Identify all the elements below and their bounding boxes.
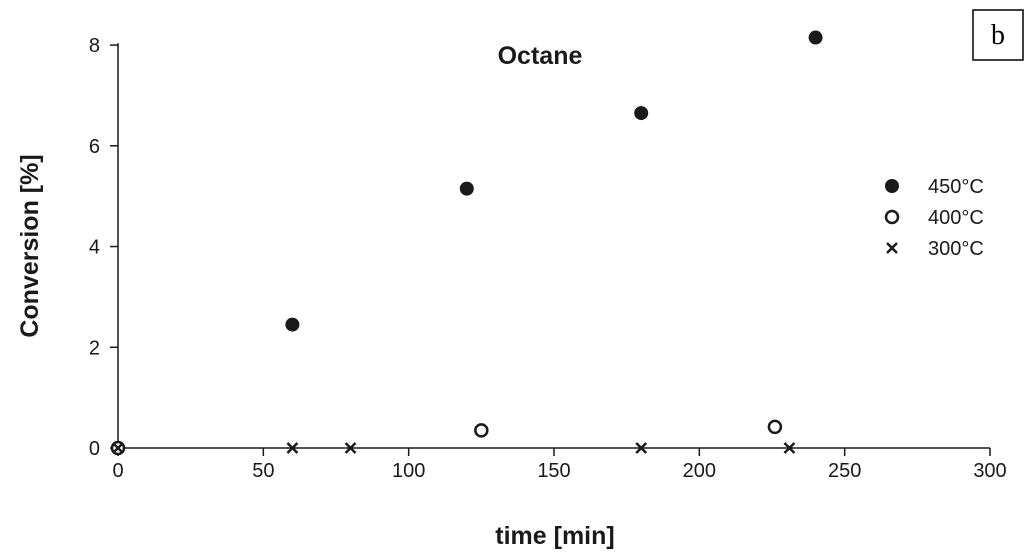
data-point — [285, 317, 300, 332]
y-tick-label: 2 — [89, 337, 100, 359]
panel-label: b — [991, 20, 1005, 51]
x-tick-label: 0 — [112, 460, 123, 482]
data-marks — [110, 30, 823, 456]
legend-label: 450°C — [928, 176, 984, 198]
legend-label: 400°C — [928, 207, 984, 229]
legend-label: 300°C — [928, 238, 984, 260]
data-point — [767, 419, 783, 435]
x-tick-label: 300 — [973, 460, 1006, 482]
data-point — [459, 181, 474, 196]
data-point — [635, 442, 648, 454]
data-point — [808, 30, 823, 45]
y-tick-label: 8 — [89, 35, 100, 57]
data-point — [112, 442, 124, 454]
x-tick-label: 200 — [683, 460, 716, 482]
panel-label-box: b — [972, 9, 1024, 61]
data-point — [286, 442, 299, 454]
legend-marker — [884, 209, 900, 225]
ticks: 0 50 100 150 200 250 300 0 2 4 6 8 — [89, 35, 1007, 482]
axes — [117, 43, 990, 449]
legend-marker — [885, 179, 899, 193]
x-axis-label: time [min] — [495, 522, 614, 550]
data-point — [344, 442, 357, 454]
y-tick-label: 4 — [89, 237, 100, 259]
legend-marker — [886, 242, 898, 254]
legend: 450°C 400°C 300°C — [884, 176, 984, 260]
data-point — [474, 423, 489, 438]
y-tick-label: 6 — [89, 136, 100, 158]
data-point — [634, 106, 649, 121]
data-point — [783, 442, 796, 454]
x-tick-label: 50 — [252, 460, 274, 482]
x-tick-label: 100 — [392, 460, 425, 482]
x-tick-label: 150 — [537, 460, 570, 482]
y-tick-label: 0 — [89, 438, 100, 460]
y-axis-label: Conversion [%] — [16, 154, 44, 337]
chart-title: Octane — [498, 42, 583, 70]
x-tick-label: 250 — [828, 460, 861, 482]
